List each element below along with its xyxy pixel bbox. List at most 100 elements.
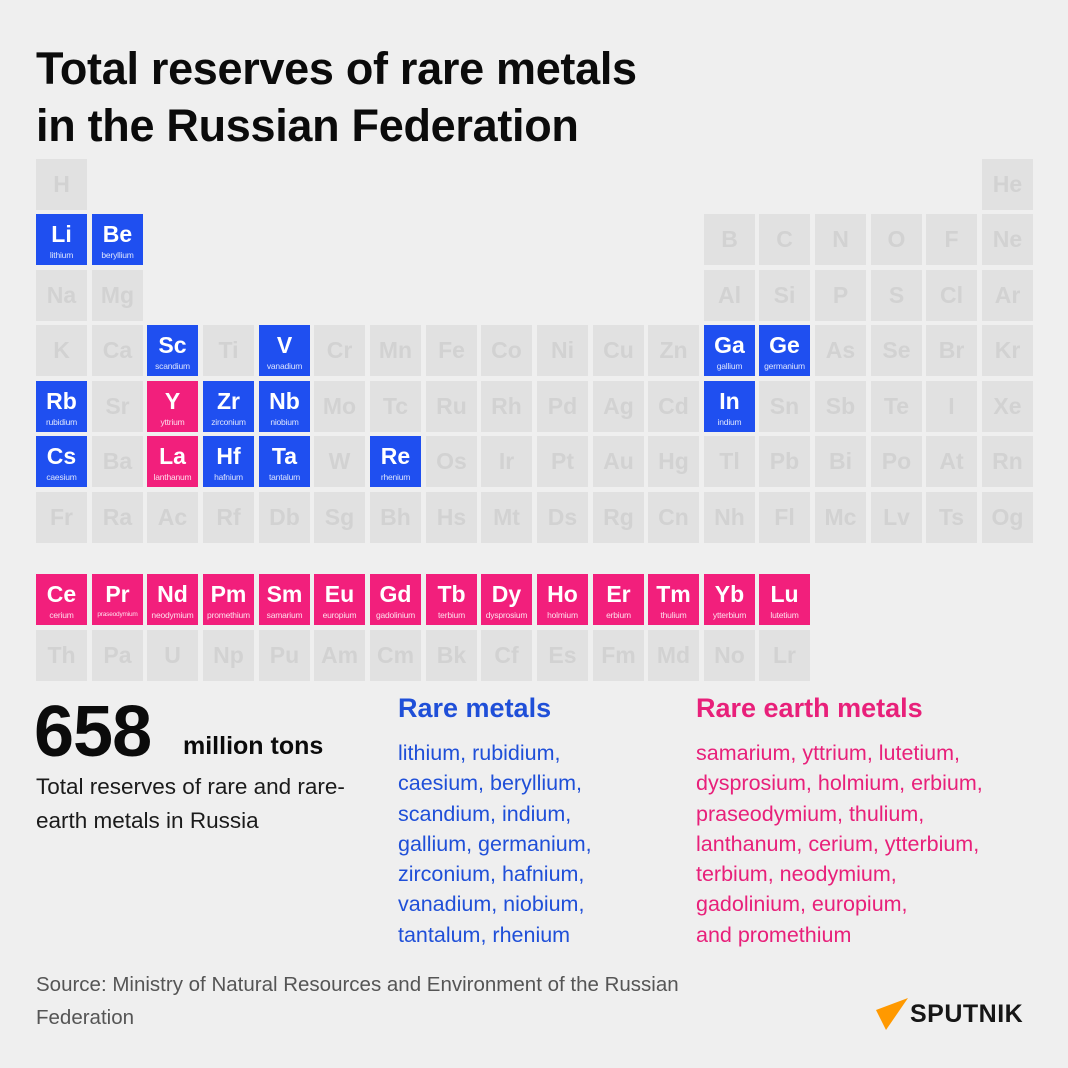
element-name: rubidium	[46, 417, 77, 427]
element-symbol: Y	[164, 388, 181, 414]
element-symbol: Fl	[774, 504, 795, 530]
element-cell-os: Os	[426, 436, 477, 487]
element-cell-sg: Sg	[314, 492, 365, 543]
element-cell-bh: Bh	[370, 492, 421, 543]
element-cell-ni: Ni	[537, 325, 588, 376]
element-cell-pb: Pb	[759, 436, 810, 487]
element-cell-rg: Rg	[593, 492, 644, 543]
element-name: germanium	[764, 361, 805, 371]
rare-metals-line: scandium, indium,	[398, 801, 572, 826]
element-cell-fe: Fe	[426, 325, 477, 376]
element-symbol: Sr	[105, 393, 130, 419]
element-name: erbium	[606, 610, 631, 620]
element-symbol: Mc	[824, 504, 857, 530]
element-symbol: Tc	[382, 393, 409, 419]
element-name: gallium	[716, 361, 743, 371]
total-reserves-unit: million tons	[183, 732, 324, 760]
element-symbol: Rh	[491, 393, 522, 419]
element-symbol: Ge	[769, 332, 800, 358]
element-cell-og: Og	[982, 492, 1033, 543]
element-cell-lv: Lv	[871, 492, 922, 543]
element-cell-ca: Ca	[92, 325, 143, 376]
element-symbol: Lr	[773, 642, 796, 668]
element-name: lanthanum	[153, 472, 192, 482]
element-cell-b: B	[704, 214, 755, 265]
element-cell-kr: Kr	[982, 325, 1033, 376]
element-symbol: Ni	[551, 337, 574, 363]
rare-earth-metals-list: samarium, yttrium, lutetium, dysprosium,…	[696, 738, 983, 950]
rare-earth-metals-line: and promethium	[696, 922, 852, 947]
element-name: promethium	[207, 610, 250, 620]
element-symbol: Nb	[269, 388, 300, 414]
element-symbol: W	[328, 448, 351, 474]
element-cell-mn: Mn	[370, 325, 421, 376]
element-cell-ce: Ce cerium	[36, 574, 87, 625]
element-cell-fm: Fm	[593, 630, 644, 681]
element-symbol: Ho	[547, 581, 578, 607]
element-symbol: Am	[320, 642, 359, 668]
element-cell-rh: Rh	[481, 381, 532, 432]
element-name: terbium	[438, 610, 465, 620]
element-cell-sr: Sr	[92, 381, 143, 432]
periodic-table: H He Li lithium Be beryllium B C N O F Ne Na Mg Al Si P S…	[36, 159, 1033, 681]
element-symbol: Tm	[656, 581, 691, 607]
element-symbol: Sb	[825, 393, 856, 419]
element-symbol: Th	[47, 642, 76, 668]
element-symbol: Te	[883, 393, 910, 419]
element-cell-ta: Ta tantalum	[259, 436, 310, 487]
element-symbol: Dy	[491, 581, 522, 607]
element-cell-pt: Pt	[537, 436, 588, 487]
element-symbol: Ir	[498, 448, 515, 474]
element-cell-yb: Yb ytterbium	[704, 574, 755, 625]
element-symbol: Po	[881, 448, 912, 474]
element-symbol: Rg	[603, 504, 634, 530]
rare-earth-metals-line: dysprosium, holmium, erbium,	[696, 771, 983, 796]
source-note: Source: Ministry of Natural Resources an…	[36, 968, 836, 1034]
element-name: praseodymium	[97, 611, 138, 618]
element-cell-am: Am	[314, 630, 365, 681]
element-cell-te: Te	[871, 381, 922, 432]
element-name: thulium	[660, 610, 687, 620]
element-cell-no: No	[704, 630, 755, 681]
element-cell-pa: Pa	[92, 630, 143, 681]
element-cell-w: W	[314, 436, 365, 487]
element-name: cerium	[49, 610, 74, 620]
element-cell-hf: Hf hafnium	[203, 436, 254, 487]
element-symbol: Zn	[659, 337, 688, 363]
element-cell-th: Th	[36, 630, 87, 681]
element-cell-rf: Rf	[203, 492, 254, 543]
element-symbol: Cm	[376, 642, 415, 668]
element-symbol: Cd	[658, 393, 689, 419]
element-symbol: Bi	[829, 448, 852, 474]
rare-metals-line: caesium, beryllium,	[398, 771, 582, 796]
source-line-1: Source: Ministry of Natural Resources an…	[36, 973, 679, 996]
element-cell-he: He	[982, 159, 1033, 210]
element-symbol: Ce	[46, 581, 77, 607]
element-name: holmium	[547, 610, 578, 620]
element-symbol: K	[53, 337, 70, 363]
element-symbol: Sm	[266, 581, 303, 607]
element-symbol: Cr	[326, 337, 353, 363]
element-symbol: Cn	[658, 504, 689, 530]
element-symbol: Ta	[271, 443, 298, 469]
element-symbol: No	[714, 642, 745, 668]
element-name: vanadium	[266, 361, 303, 371]
element-cell-mo: Mo	[314, 381, 365, 432]
element-name: europium	[322, 610, 357, 620]
element-symbol: Mn	[378, 337, 413, 363]
element-cell-sb: Sb	[815, 381, 866, 432]
element-cell-cr: Cr	[314, 325, 365, 376]
element-cell-br: Br	[926, 325, 977, 376]
element-symbol: Bh	[380, 504, 411, 530]
element-cell-ru: Ru	[426, 381, 477, 432]
element-symbol: Db	[269, 504, 300, 530]
element-cell-cs: Cs caesium	[36, 436, 87, 487]
element-symbol: Ru	[436, 393, 467, 419]
element-symbol: Br	[938, 337, 965, 363]
element-cell-eu: Eu europium	[314, 574, 365, 625]
element-name: scandium	[155, 361, 190, 371]
element-cell-po: Po	[871, 436, 922, 487]
element-cell-lu: Lu lutetium	[759, 574, 810, 625]
rare-earth-metals-line: lanthanum, cerium, ytterbium,	[696, 831, 980, 856]
element-cell-au: Au	[593, 436, 644, 487]
